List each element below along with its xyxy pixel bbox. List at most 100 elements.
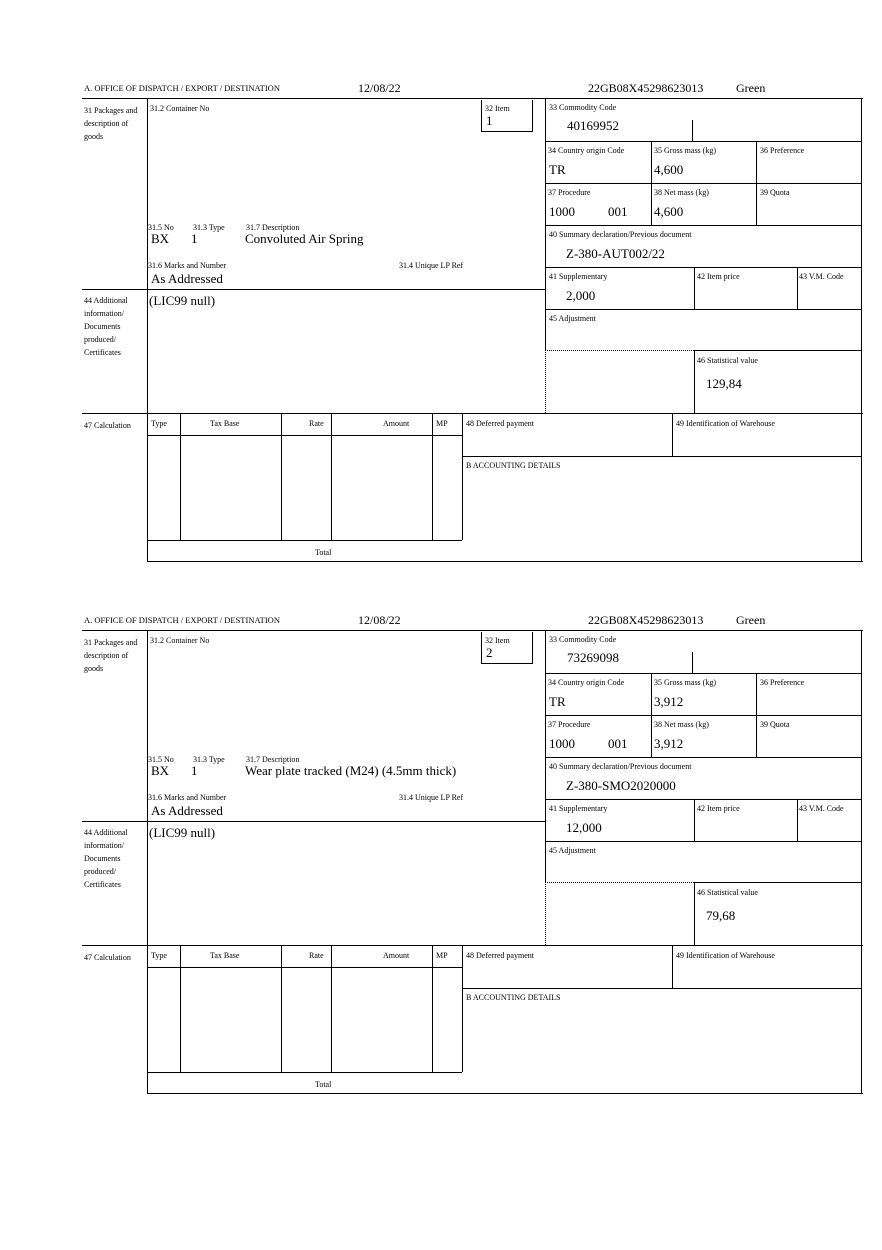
divider bbox=[462, 413, 464, 540]
divider bbox=[281, 413, 283, 540]
item-label: 32 Item bbox=[485, 636, 510, 645]
divider bbox=[147, 1072, 462, 1074]
unique-lp-label: 31.4 Unique LP Ref bbox=[399, 793, 464, 802]
reference-number: 22GB08X45298623013 bbox=[588, 81, 704, 95]
divider bbox=[82, 98, 863, 100]
divider bbox=[545, 225, 862, 227]
net-mass-label: 38 Net mass (kg) bbox=[654, 188, 709, 197]
package-kind: BX bbox=[151, 763, 170, 778]
description-label: 31.7 Description bbox=[246, 223, 300, 232]
statistical-value: 129,84 bbox=[706, 376, 742, 391]
divider bbox=[545, 309, 862, 311]
divider bbox=[481, 100, 483, 131]
procedure-code: 1000 bbox=[549, 736, 575, 751]
container-no-label: 31.2 Container No bbox=[150, 636, 210, 645]
package-type-label: 31.3 Type bbox=[193, 223, 225, 232]
additional-info-value: (LIC99 null) bbox=[149, 293, 216, 308]
summary-label: 40 Summary declaration/Previous document bbox=[549, 762, 692, 771]
divider bbox=[797, 267, 799, 309]
office-heading: A. OFFICE OF DISPATCH / EXPORT / DESTINA… bbox=[84, 83, 280, 93]
preference-label: 36 Preference bbox=[760, 678, 805, 687]
calculation-label: 47 Calculation bbox=[84, 953, 131, 962]
statistical-value-label: 46 Statistical value bbox=[697, 888, 758, 897]
country-label: 34 Country origin Code bbox=[548, 146, 625, 155]
divider bbox=[545, 673, 862, 675]
marks-label: 31.6 Marks and Number bbox=[148, 261, 227, 270]
package-no-label: 31.5 No bbox=[148, 223, 174, 232]
quota-label: 39 Quota bbox=[760, 720, 790, 729]
item-number: 2 bbox=[486, 645, 493, 660]
divider bbox=[545, 841, 862, 843]
col-tax-base: Tax Base bbox=[210, 419, 240, 428]
divider bbox=[545, 882, 546, 945]
route-channel: Green bbox=[736, 81, 766, 95]
net-mass: 3,912 bbox=[654, 736, 684, 751]
procedure-additional: 001 bbox=[608, 736, 628, 751]
supplementary-units: 12,000 bbox=[566, 820, 602, 835]
description-label: 31.7 Description bbox=[246, 755, 300, 764]
preference-label: 36 Preference bbox=[760, 146, 805, 155]
package-no-label: 31.5 No bbox=[148, 755, 174, 764]
divider bbox=[147, 1093, 863, 1095]
total-label: Total bbox=[315, 548, 332, 557]
divider bbox=[462, 988, 862, 990]
divider bbox=[692, 652, 694, 673]
declaration-item-block: A. OFFICE OF DISPATCH / EXPORT / DESTINA… bbox=[0, 80, 882, 570]
marks-label: 31.6 Marks and Number bbox=[148, 793, 227, 802]
goods-description: Wear plate tracked (M24) (4.5mm thick) bbox=[245, 763, 457, 778]
accounting-details-label: B ACCOUNTING DETAILS bbox=[466, 993, 561, 1002]
summary-document: Z-380-SMO2020000 bbox=[566, 778, 676, 793]
additional-info-label: 44 Additional information/ Documents pro… bbox=[84, 828, 128, 889]
col-rate: Rate bbox=[309, 951, 324, 960]
item-number: 1 bbox=[486, 113, 493, 128]
divider bbox=[147, 630, 149, 1093]
country-code: TR bbox=[549, 694, 566, 709]
divider bbox=[82, 289, 545, 291]
adjustment-label: 45 Adjustment bbox=[549, 846, 596, 855]
divider bbox=[462, 456, 862, 458]
net-mass: 4,600 bbox=[654, 204, 684, 219]
divider bbox=[756, 141, 758, 225]
divider bbox=[545, 141, 862, 143]
summary-label: 40 Summary declaration/Previous document bbox=[549, 230, 692, 239]
supplementary-label: 41 Supplementary bbox=[549, 272, 608, 281]
commodity-label: 33 Commodity Code bbox=[549, 103, 617, 112]
additional-info-label: 44 Additional information/ Documents pro… bbox=[84, 296, 128, 357]
marks-value: As Addressed bbox=[151, 803, 223, 818]
divider bbox=[462, 945, 464, 1072]
divider bbox=[672, 945, 674, 988]
container-no-label: 31.2 Container No bbox=[150, 104, 210, 113]
warehouse-label: 49 Identification of Warehouse bbox=[676, 951, 775, 960]
procedure-label: 37 Procedure bbox=[548, 720, 591, 729]
divider bbox=[692, 120, 694, 141]
goods-description: Convoluted Air Spring bbox=[245, 231, 364, 246]
col-amount: Amount bbox=[383, 419, 410, 428]
accounting-details-label: B ACCOUNTING DETAILS bbox=[466, 461, 561, 470]
divider bbox=[331, 945, 333, 1072]
summary-document: Z-380-AUT002/22 bbox=[566, 246, 665, 261]
col-type: Type bbox=[151, 419, 167, 428]
divider bbox=[545, 715, 862, 717]
commodity-label: 33 Commodity Code bbox=[549, 635, 617, 644]
warehouse-label: 49 Identification of Warehouse bbox=[676, 419, 775, 428]
divider bbox=[82, 821, 545, 823]
marks-value: As Addressed bbox=[151, 271, 223, 286]
gross-mass-label: 35 Gross mass (kg) bbox=[654, 678, 716, 687]
statistical-value: 79,68 bbox=[706, 908, 736, 923]
additional-info-value: (LIC99 null) bbox=[149, 825, 216, 840]
procedure-additional: 001 bbox=[608, 204, 628, 219]
calculation-label: 47 Calculation bbox=[84, 421, 131, 430]
item-price-label: 42 Item price bbox=[697, 804, 740, 813]
divider bbox=[694, 350, 862, 352]
divider bbox=[545, 267, 862, 269]
package-count: 1 bbox=[191, 763, 198, 778]
divider bbox=[532, 100, 534, 131]
country-label: 34 Country origin Code bbox=[548, 678, 625, 687]
divider bbox=[694, 799, 696, 841]
statistical-value-label: 46 Statistical value bbox=[697, 356, 758, 365]
col-amount: Amount bbox=[383, 951, 410, 960]
gross-mass-label: 35 Gross mass (kg) bbox=[654, 146, 716, 155]
divider bbox=[545, 98, 547, 350]
divider bbox=[545, 630, 547, 882]
divider bbox=[147, 98, 149, 561]
